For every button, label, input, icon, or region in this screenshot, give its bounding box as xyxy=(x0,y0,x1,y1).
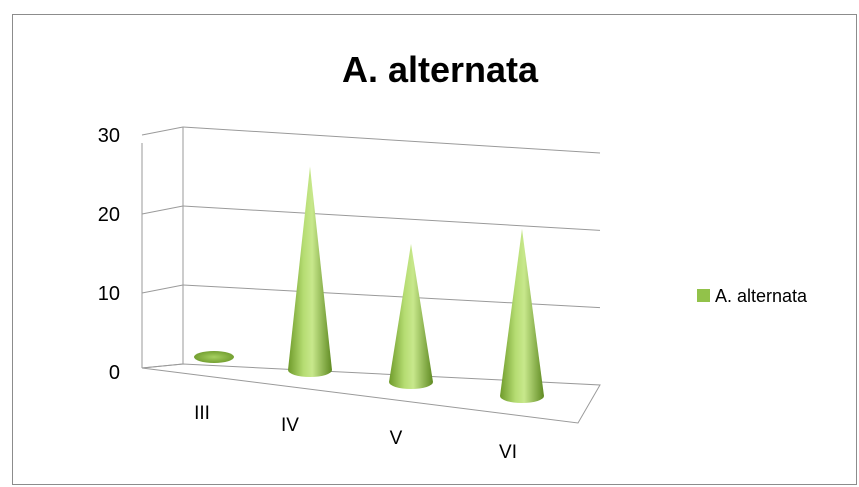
floor xyxy=(141,363,601,424)
cones xyxy=(194,166,544,403)
x-tick-label: III xyxy=(194,403,210,424)
gridline xyxy=(182,205,601,231)
y-axis-ticks: 0 10 20 30 xyxy=(98,125,120,384)
x-axis-labels: III IV V VI xyxy=(194,403,517,463)
legend-swatch xyxy=(697,289,710,302)
y-tick-label: 10 xyxy=(98,283,120,305)
y-tick-label: 0 xyxy=(109,362,120,384)
legend-label: A. alternata xyxy=(715,286,808,306)
y-tick-label: 20 xyxy=(98,204,120,226)
cone-VI xyxy=(500,228,544,403)
chart-title: A. alternata xyxy=(342,49,539,90)
x-tick-label: VI xyxy=(499,442,517,463)
gridline-side xyxy=(141,126,184,136)
gridline xyxy=(182,126,601,154)
gridline-side xyxy=(141,284,184,294)
gridlines xyxy=(141,126,601,309)
x-tick-label: IV xyxy=(281,415,299,436)
gridline-side xyxy=(141,205,184,215)
x-tick-label: V xyxy=(390,428,403,449)
cone-IV xyxy=(288,166,332,377)
chart-frame xyxy=(12,14,857,485)
gridline xyxy=(182,284,601,309)
y-tick-label: 30 xyxy=(98,125,120,147)
cone-V xyxy=(389,243,433,389)
legend: A. alternata xyxy=(697,286,808,306)
chart-walls xyxy=(141,127,601,424)
cone-III xyxy=(194,351,234,363)
